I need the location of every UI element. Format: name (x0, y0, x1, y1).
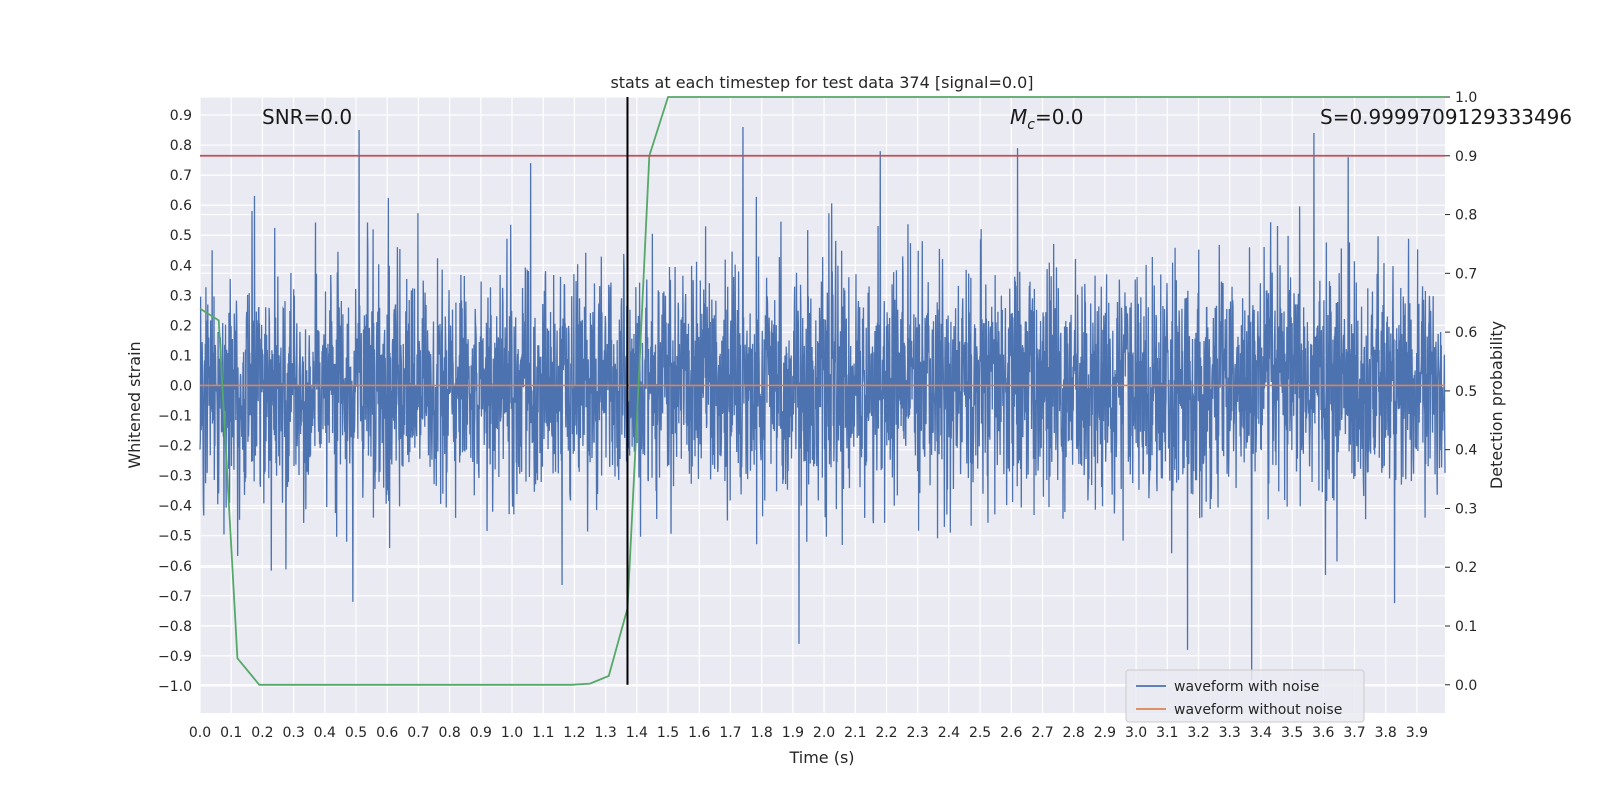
x-tick-label: 3.9 (1406, 725, 1428, 741)
x-tick-label: 0.7 (407, 725, 429, 741)
y-left-tick-label: −0.7 (158, 589, 192, 605)
x-tick-label: 2.4 (938, 725, 960, 741)
mc-value: =0.0 (1035, 105, 1084, 129)
mc-subscript: c (1027, 117, 1035, 133)
mc-annotation: Mc=0.0 (1010, 105, 1084, 133)
markers (200, 97, 1445, 685)
y-left-tick-label: −0.2 (158, 439, 192, 455)
y-left-tick-label: −0.8 (158, 619, 192, 635)
y-axis-left-label: Whitened strain (125, 341, 144, 468)
x-tick-label: 0.8 (438, 725, 460, 741)
x-tick-label: 1.6 (688, 725, 710, 741)
x-tick-label: 2.8 (1063, 725, 1085, 741)
x-tick-label: 3.2 (1187, 725, 1209, 741)
y-right-tick-label: 0.6 (1455, 325, 1477, 341)
legend-label: waveform without noise (1174, 702, 1342, 718)
x-tick-label: 2.6 (1000, 725, 1022, 741)
x-tick-label: 1.8 (751, 725, 773, 741)
y-axis-right-label: Detection probability (1487, 321, 1506, 489)
y-right-tick-label: 0.8 (1455, 208, 1477, 224)
y-right-tick-label: 0.4 (1455, 443, 1477, 459)
y-right-tick-label: 0.2 (1455, 560, 1477, 576)
y-left-tick-label: 0.3 (170, 288, 192, 304)
s-annotation: S=0.9999709129333496 (1320, 105, 1572, 129)
series-waveform-with-noise (199, 127, 1446, 680)
y-right-tick-label: 0.0 (1455, 678, 1477, 694)
y-left-tick-label: 0.6 (170, 198, 192, 214)
x-tick-label: 1.2 (563, 725, 585, 741)
x-tick-label: 0.0 (189, 725, 211, 741)
y-left-tick-label: 0.0 (170, 378, 192, 394)
x-tick-label: 2.7 (1031, 725, 1053, 741)
y-left-tick-label: 0.7 (170, 168, 192, 184)
x-tick-label: 1.5 (657, 725, 679, 741)
x-tick-label: 1.0 (501, 725, 523, 741)
y-left-tick-label: −0.3 (158, 469, 192, 485)
x-tick-label: 0.5 (345, 725, 367, 741)
chart-title: stats at each timestep for test data 374… (610, 73, 1033, 92)
legend: waveform with noise waveform without nois… (1125, 669, 1365, 723)
noise-waveform-line (199, 127, 1446, 680)
x-tick-label: 3.3 (1219, 725, 1241, 741)
x-tick-label: 0.4 (314, 725, 336, 741)
x-axis-ticks: 0.0 0.1 0.2 0.3 0.4 0.5 0.6 0.7 0.8 0.9 1.0 1.1 1.2 1… (189, 725, 1428, 741)
y-right-tick-label: 0.7 (1455, 266, 1477, 282)
x-tick-label: 1.3 (595, 725, 617, 741)
y-left-tick-label: −0.1 (158, 409, 192, 425)
x-tick-label: 3.1 (1156, 725, 1178, 741)
y-left-tick-label: 0.5 (170, 228, 192, 244)
legend-box (1125, 669, 1365, 723)
y-left-tick-label: −1.0 (158, 679, 192, 695)
x-tick-label: 2.2 (875, 725, 897, 741)
x-tick-label: 3.5 (1281, 725, 1303, 741)
mc-symbol: M (1010, 105, 1027, 129)
x-tick-label: 3.6 (1312, 725, 1334, 741)
y-left-tick-label: 0.2 (170, 318, 192, 334)
y-left-tick-label: −0.6 (158, 559, 192, 575)
x-tick-label: 0.2 (251, 725, 273, 741)
x-tick-label: 2.0 (813, 725, 835, 741)
y-axis-left-ticks: 0.9 0.8 0.7 0.6 0.5 0.4 0.3 0.2 0.1 0.0 −0.1 −0.2 −0… (158, 108, 192, 695)
x-tick-label: 0.9 (470, 725, 492, 741)
y-right-tick-label: 0.1 (1455, 619, 1477, 635)
x-tick-label: 1.1 (532, 725, 554, 741)
x-tick-label: 1.7 (719, 725, 741, 741)
y-right-tick-label: 0.3 (1455, 501, 1477, 517)
x-axis-label: Time (s) (788, 748, 854, 767)
y-left-tick-label: 0.8 (170, 138, 192, 154)
x-tick-label: 3.0 (1125, 725, 1147, 741)
detection-probability-line (199, 96, 1445, 686)
x-tick-label: 0.3 (282, 725, 304, 741)
y-left-tick-label: 0.1 (170, 348, 192, 364)
x-tick-label: 2.9 (1094, 725, 1116, 741)
x-tick-label: 2.5 (969, 725, 991, 741)
legend-label: waveform with noise (1174, 679, 1319, 695)
y-left-tick-label: 0.4 (170, 258, 192, 274)
y-left-tick-label: −0.4 (158, 499, 192, 515)
x-tick-label: 2.3 (907, 725, 929, 741)
x-tick-label: 3.8 (1375, 725, 1397, 741)
x-tick-label: 1.9 (782, 725, 804, 741)
y-left-tick-label: −0.5 (158, 529, 192, 545)
y-right-tick-label: 0.5 (1455, 384, 1477, 400)
y-left-tick-label: −0.9 (158, 649, 192, 665)
snr-annotation: SNR=0.0 (262, 105, 352, 129)
y-right-tick-label: 1.0 (1455, 90, 1477, 106)
series-detection-probability (199, 96, 1445, 686)
x-tick-label: 0.6 (376, 725, 398, 741)
y-left-tick-label: 0.9 (170, 108, 192, 124)
x-tick-label: 0.1 (220, 725, 242, 741)
y-axis-right-ticks: 1.0 0.9 0.8 0.7 0.6 0.5 0.4 0.3 0.2 0.1 0.0 (1445, 90, 1477, 694)
x-tick-label: 3.7 (1343, 725, 1365, 741)
x-tick-label: 3.4 (1250, 725, 1272, 741)
y-right-tick-label: 0.9 (1455, 149, 1477, 165)
x-tick-label: 2.1 (844, 725, 866, 741)
x-tick-label: 1.4 (626, 725, 648, 741)
